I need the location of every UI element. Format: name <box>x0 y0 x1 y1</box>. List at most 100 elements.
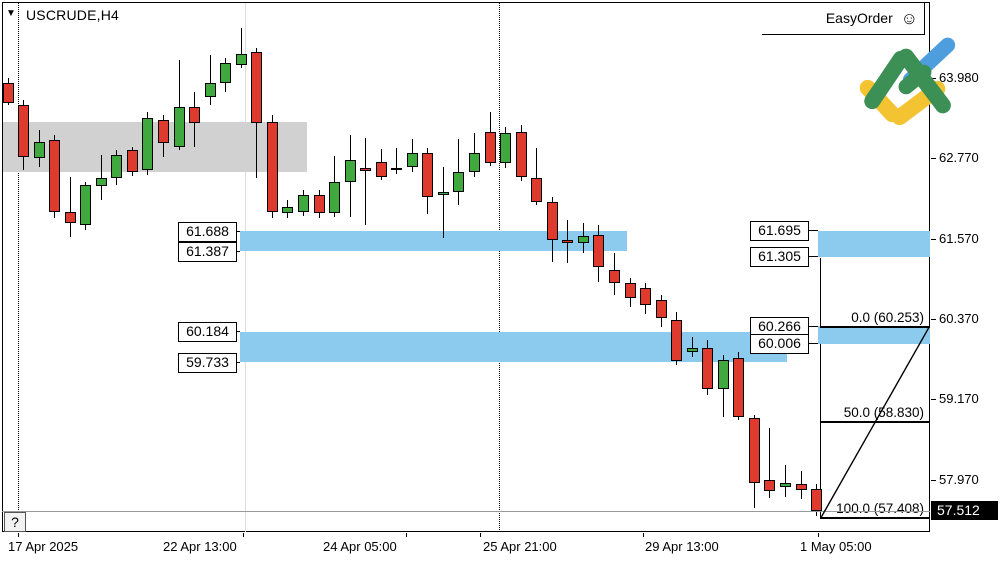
time-axis-tick <box>406 533 407 537</box>
candle-body <box>671 320 683 361</box>
candle-body <box>158 120 169 143</box>
label-connector <box>808 325 818 327</box>
candle-wick <box>769 427 771 499</box>
candle-body <box>437 191 449 196</box>
fibonacci-vertical-line[interactable] <box>820 257 821 518</box>
time-axis-label: 25 Apr 21:00 <box>483 539 557 554</box>
label-connector <box>236 250 240 252</box>
price-axis-label: 59.170 <box>939 391 979 407</box>
candle-body <box>811 489 823 511</box>
candle-body <box>251 51 263 123</box>
fibonacci-level-line[interactable] <box>820 326 930 329</box>
label-connector <box>236 331 240 333</box>
price-axis[interactable]: 63.980 62.770 61.570 60.370 59.170 57.970 <box>931 2 1000 533</box>
resistance-zone-61.688-61.387[interactable] <box>240 231 627 252</box>
price-level-label[interactable]: 61.695 <box>750 221 809 242</box>
chevron-down-icon[interactable]: ▼ <box>6 8 17 19</box>
candle-body <box>235 53 247 66</box>
candle-body <box>173 106 185 147</box>
candle-body <box>313 195 325 214</box>
current-price-line <box>2 510 930 512</box>
time-axis-tick <box>818 533 819 537</box>
candle-body <box>64 211 76 224</box>
label-connector <box>808 256 818 258</box>
candle-body <box>500 132 512 163</box>
time-axis-tick <box>243 533 244 537</box>
candle-body <box>344 159 356 182</box>
vertical-gridline <box>245 3 246 532</box>
symbol-title: ▼ USCRUDE,H4 <box>6 7 120 23</box>
fibonacci-level-line[interactable] <box>820 421 930 424</box>
target-zone-61.695-61.305[interactable] <box>818 230 930 257</box>
candle-body <box>546 201 558 240</box>
candle-wick <box>396 148 398 174</box>
candle-body <box>297 195 309 212</box>
time-axis-label: 22 Apr 13:00 <box>163 539 237 554</box>
smiley-icon[interactable]: ☺ <box>900 9 918 28</box>
price-axis-tick <box>931 238 936 240</box>
target-zone-60.266-60.006[interactable] <box>818 326 930 344</box>
price-level-label[interactable]: 61.688 <box>178 221 237 242</box>
price-axis-label: 61.570 <box>939 230 979 246</box>
candle-wick <box>240 27 242 68</box>
candle-body <box>422 152 434 198</box>
candle-body <box>515 132 527 177</box>
price-axis-label: 60.370 <box>939 310 979 326</box>
label-connector <box>808 343 818 345</box>
price-axis-tick <box>931 318 936 320</box>
candle-wick <box>442 166 444 238</box>
price-axis-tick <box>931 158 936 160</box>
price-level-label[interactable]: 61.305 <box>750 247 809 268</box>
price-axis-tick <box>931 399 936 401</box>
candle-body <box>577 235 589 244</box>
candle-wick <box>536 148 538 206</box>
time-axis-label: 1 May 05:00 <box>800 539 872 554</box>
time-axis-tick <box>18 533 19 537</box>
candle-body <box>608 269 620 284</box>
candle-body <box>142 118 154 171</box>
candle-body <box>49 140 61 212</box>
symbol-label: USCRUDE,H4 <box>26 7 120 23</box>
candle-body <box>18 104 30 157</box>
candle-body <box>204 82 216 97</box>
price-axis-tick <box>931 77 936 79</box>
candle-body <box>95 178 107 186</box>
fibonacci-level-label: 50.0 (58.830) <box>843 405 924 421</box>
candle-body <box>189 106 201 123</box>
price-level-label[interactable]: 60.266 <box>750 316 809 337</box>
period-separator-line <box>18 3 19 532</box>
fibonacci-level-line[interactable] <box>820 516 930 519</box>
price-level-label[interactable]: 59.733 <box>178 352 237 373</box>
candle-body <box>562 239 574 244</box>
price-level-label[interactable]: 60.006 <box>750 334 809 355</box>
candle-wick <box>178 59 180 151</box>
price-axis-label: 63.980 <box>939 69 979 85</box>
candle-wick <box>100 154 102 200</box>
label-connector <box>808 230 818 232</box>
help-button[interactable]: ? <box>4 512 26 532</box>
price-level-label[interactable]: 60.184 <box>178 322 237 343</box>
candle-wick <box>785 465 786 498</box>
price-axis-label: 57.970 <box>939 471 979 487</box>
candle-wick <box>365 138 367 226</box>
candle-wick <box>691 336 693 357</box>
candle-body <box>391 168 403 171</box>
easyorder-panel[interactable]: EasyOrder ☺ <box>762 3 925 35</box>
price-axis-tick <box>931 479 936 481</box>
time-axis-tick <box>643 533 644 537</box>
current-price-tag: 57.512 <box>931 501 998 521</box>
candle-body <box>469 152 480 173</box>
candle-wick <box>69 176 71 238</box>
time-axis[interactable]: 17 Apr 2025 22 Apr 13:00 24 Apr 05:00 25 Ap… <box>0 533 1000 562</box>
support-zone-60.184-59.733[interactable] <box>240 331 787 363</box>
candle-body <box>686 348 698 353</box>
candle-body <box>406 152 418 167</box>
candle-body <box>764 480 776 492</box>
easyorder-label: EasyOrder <box>825 10 893 26</box>
time-axis-tick <box>480 533 481 537</box>
price-level-label[interactable]: 61.387 <box>178 241 237 262</box>
period-separator-line <box>499 3 500 532</box>
candle-body <box>484 132 496 163</box>
